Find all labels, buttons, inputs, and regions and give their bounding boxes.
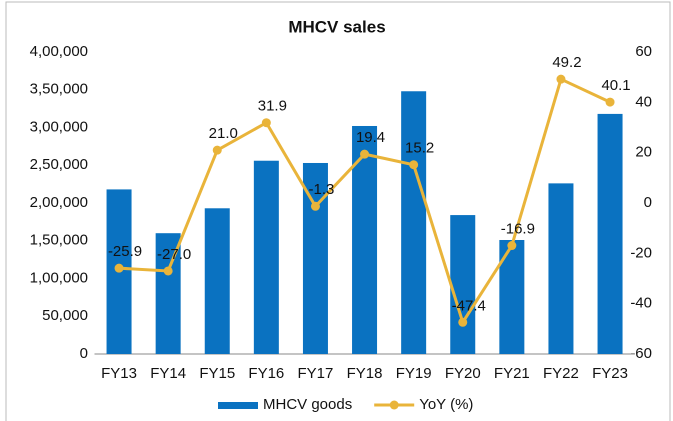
x-tick-label: FY17 [298,365,334,382]
line-marker [261,118,271,128]
y-tick-label: 1,00,000 [30,269,88,286]
chart-title: MHCV sales [288,17,385,36]
x-tick-label: FY19 [396,365,432,382]
x-tick-label: FY20 [445,365,481,382]
x-tick-label: FY15 [199,365,235,382]
y2-tick-label: 40 [635,93,652,110]
data-label: -25.9 [108,243,142,260]
data-label: 49.2 [552,54,581,71]
y-tick-label: 4,00,000 [30,43,88,60]
line-marker [310,201,320,211]
line-marker [114,263,124,273]
bar [253,160,279,354]
y2-tick-label: 20 [635,144,652,161]
line-marker [556,74,566,84]
data-label: -47.4 [452,297,486,314]
line-marker [507,241,517,251]
legend-swatch [389,400,399,410]
line-marker [409,160,419,170]
legend-swatch [218,402,258,409]
x-tick-label: FY21 [494,365,530,382]
y-tick-label: 3,00,000 [30,118,88,135]
bar [401,91,427,354]
line-marker [360,149,370,159]
x-tick-label: FY14 [150,365,186,382]
x-tick-label: FY18 [347,365,383,382]
x-tick-label: FY23 [592,365,628,382]
line-marker [458,317,468,327]
data-label: 40.1 [601,77,630,94]
y2-tick-label: -20 [630,244,652,261]
bar [597,113,623,354]
y2-tick-label: -40 [630,295,652,312]
data-label: -1.3 [309,181,335,198]
y2-tick-label: 60 [635,43,652,60]
bar [548,183,574,354]
bar [450,215,476,354]
y-tick-label: 2,00,000 [30,194,88,211]
bar [352,125,378,355]
y-tick-label: 2,50,000 [30,156,88,173]
data-label: 19.4 [356,129,385,146]
data-label: 31.9 [258,98,287,115]
y2-tick-label: 0 [644,194,652,211]
x-tick-label: FY16 [248,365,284,382]
y-tick-label: 50,000 [42,307,88,324]
y-tick-label: 3,50,000 [30,81,88,98]
legend-label: YoY (%) [419,396,473,413]
y-tick-label: 1,50,000 [30,232,88,249]
data-label: 15.2 [405,140,434,157]
line-marker [605,97,615,107]
legend-label: MHCV goods [263,396,352,413]
x-tick-label: FY13 [101,365,137,382]
chart-frame [5,1,671,421]
data-label: -27.0 [157,246,191,263]
x-tick-label: FY22 [543,365,579,382]
bar [204,208,230,354]
line-marker [212,145,222,155]
y2-tick-label: -60 [630,345,652,362]
data-label: -16.9 [501,221,535,238]
data-label: 21.0 [209,125,238,142]
line-marker [163,266,173,276]
y-tick-label: 0 [80,345,88,362]
